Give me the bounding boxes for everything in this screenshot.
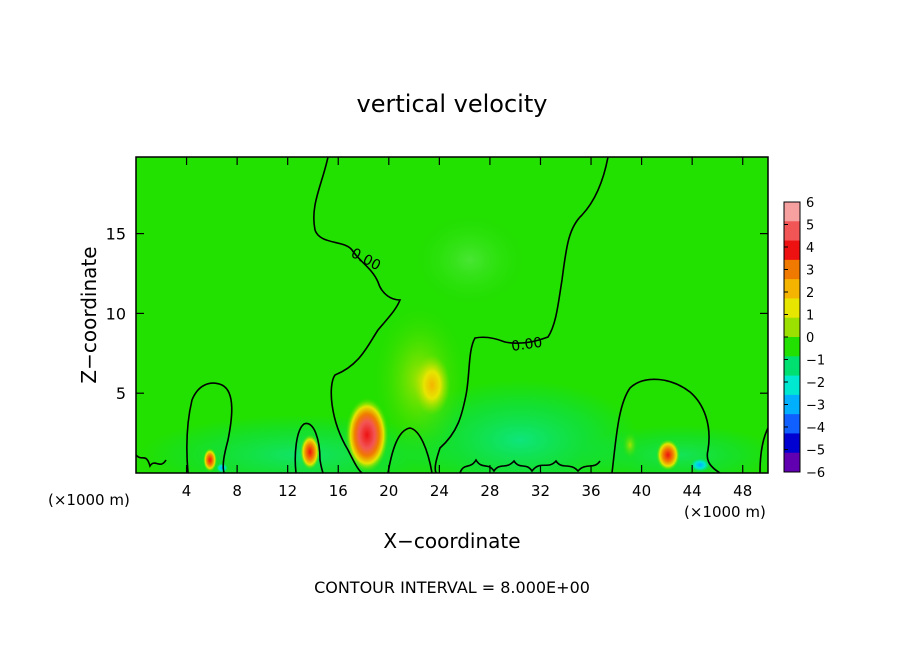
- x-unit-left: (×1000 m): [48, 491, 130, 509]
- y-axis: 5 10 15: [106, 225, 768, 403]
- colorbar-swatch: [784, 202, 800, 222]
- colorbar-label: −2: [806, 376, 825, 391]
- x-tick-label: 8: [232, 482, 242, 500]
- colorbar-swatch: [784, 298, 800, 319]
- contour-interval-note: CONTOUR INTERVAL = 8.000E+00: [314, 578, 590, 597]
- x-tick-label: 24: [430, 482, 449, 500]
- colorbar-swatch: [784, 356, 800, 377]
- x-tick-label: 44: [683, 482, 702, 500]
- colorbar-label: 0: [806, 331, 814, 346]
- y-tick-label: 10: [106, 304, 126, 323]
- contour-line-cell-d: [387, 427, 433, 473]
- y-axis-label: Z−coordinate: [77, 246, 101, 383]
- x-axis-label: X−coordinate: [383, 529, 520, 553]
- colorbar-swatch: [784, 279, 800, 299]
- x-tick-label: 20: [379, 482, 398, 500]
- velocity-field: [136, 157, 768, 473]
- colorbar-label: 3: [806, 264, 814, 279]
- colorbar-label: −6: [806, 466, 825, 481]
- colorbar-label: 6: [806, 196, 814, 211]
- colorbar: 6 5 4 3 2 1 0 −1 −2 −3 −4 −5 −6: [783, 196, 825, 481]
- contour-line-cell-a: [186, 382, 233, 473]
- plot-frame: [135, 156, 769, 474]
- colorbar-swatch: [784, 221, 800, 242]
- zero-contours: [136, 157, 768, 473]
- contour-line-right: [434, 157, 609, 473]
- colorbar-swatch: [784, 317, 800, 338]
- x-tick-label: 28: [480, 482, 499, 500]
- x-tick-label: 32: [531, 482, 550, 500]
- contour-line-cell-e: [759, 427, 768, 473]
- x-tick-label: 40: [632, 482, 651, 500]
- colorbar-label: 5: [806, 219, 814, 234]
- x-tick-label: 36: [581, 482, 600, 500]
- y-tick-label: 15: [106, 225, 126, 244]
- y-tick-label: 5: [116, 384, 126, 403]
- x-tick-label: 12: [278, 482, 297, 500]
- colorbar-swatch: [784, 414, 800, 434]
- contour-line-main: [313, 157, 402, 473]
- colorbar-swatch: [784, 375, 800, 396]
- colorbar-label: −1: [806, 354, 825, 369]
- x-tick-label: 16: [329, 482, 348, 500]
- contour-line-ground-left: [136, 454, 167, 468]
- colorbar-label: 2: [806, 286, 814, 301]
- colorbar-label: −4: [806, 421, 825, 436]
- x-unit-right: (×1000 m): [684, 503, 766, 521]
- colorbar-label: −5: [806, 444, 825, 459]
- colorbar-swatch: [784, 433, 800, 454]
- contour-line-ground: [459, 458, 601, 473]
- colorbar-label: 4: [806, 241, 814, 256]
- x-tick-label: 4: [182, 482, 192, 500]
- x-axis: 4 8 12 16 20 24 28 32 36 40 44 48: [182, 157, 752, 500]
- colorbar-label: −3: [806, 399, 825, 414]
- colorbar-swatch: [784, 452, 800, 473]
- colorbar-swatch: [784, 240, 800, 261]
- contour-label-2: 0.00: [510, 335, 543, 355]
- colorbar-swatch: [784, 337, 800, 357]
- x-tick-label: 48: [733, 482, 752, 500]
- colorbar-swatch: [784, 259, 800, 280]
- colorbar-label: 1: [806, 309, 814, 324]
- chart-title: vertical velocity: [357, 90, 548, 118]
- contour-line-cell-c: [611, 378, 721, 473]
- contour-line-cell-b: [294, 422, 324, 473]
- colorbar-swatch: [784, 394, 800, 415]
